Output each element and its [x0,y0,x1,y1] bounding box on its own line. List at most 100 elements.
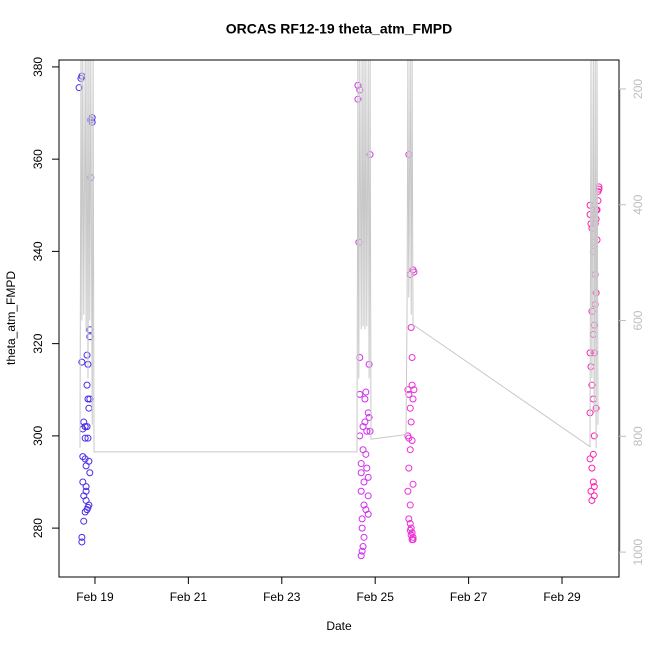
x-tick-label: Feb 23 [263,590,301,604]
y-tick-label: 380 [31,57,45,77]
data-point [357,552,365,560]
data-point [588,464,596,472]
data-point [406,520,414,528]
y-tick-label: 340 [31,241,45,261]
data-point [590,432,598,440]
chart-title: ORCAS RF12-19 theta_atm_FMPD [226,21,452,37]
data-point [358,524,366,532]
data-point [404,487,412,495]
data-point [365,413,373,421]
y2-tick-label: 800 [631,426,645,446]
data-point [79,478,87,486]
data-point [82,483,90,491]
data-point [408,436,416,444]
data-point [406,446,414,454]
x-tick-label: Feb 29 [543,590,581,604]
y-tick-label: 280 [31,518,45,538]
data-point [407,531,415,539]
data-point [592,215,600,223]
data-point [405,464,413,472]
data-point [359,423,367,431]
data-point [408,353,416,361]
data-point [409,395,417,403]
data-point [366,427,374,435]
y2-tick-label: 200 [631,79,645,99]
data-point [358,515,366,523]
plot-frame [58,59,620,578]
y2-tick-label: 400 [631,194,645,214]
data-point [364,473,372,481]
data-point [84,434,92,442]
data-point [86,469,94,477]
data-point [360,478,368,486]
data-point [361,418,369,426]
data-point [362,388,370,396]
y-tick-label: 320 [31,333,45,353]
data-point [586,455,594,463]
y-tick-label: 360 [31,149,45,169]
data-point [83,351,91,359]
y-axis-label: theta_atm_FMPD [4,271,18,365]
data-point [79,453,87,461]
x-tick-label: Feb 27 [450,590,488,604]
data-point [406,526,414,534]
data-point [410,386,418,394]
data-point [356,390,364,398]
data-point [590,483,598,491]
data-point [588,496,596,504]
data-point [587,487,595,495]
x-tick-label: Feb 19 [76,590,114,604]
data-point [408,381,416,389]
data-point [75,84,83,92]
data-point [362,450,370,458]
data-point [407,323,415,331]
data-point [362,506,370,514]
data-point [588,381,596,389]
data-point [406,501,414,509]
data-point [364,492,372,500]
data-point [589,478,597,486]
data-point [359,543,367,551]
data-point [81,423,89,431]
data-point [356,432,364,440]
data-point [409,536,417,544]
data-point [80,418,88,426]
data-point [83,423,91,431]
data-point [405,515,413,523]
data-point [86,395,94,403]
data-point [360,533,368,541]
y2-tick-label: 600 [631,310,645,330]
data-point [361,395,369,403]
data-point [84,503,92,511]
plot-area [75,60,603,560]
data-point [85,404,93,412]
data-point [82,487,90,495]
data-point [81,434,89,442]
data-point [85,457,93,465]
data-point [360,501,368,509]
data-point [357,469,365,477]
x-tick-label: Feb 21 [170,590,208,604]
data-point [363,464,371,472]
data-point [78,538,86,546]
data-point [80,517,88,525]
pressure-line [79,60,599,453]
data-point [357,460,365,468]
data-point [78,533,86,541]
data-point [84,395,92,403]
data-point [409,480,417,488]
data-point [363,427,371,435]
y-tick-label: 300 [31,426,45,446]
data-point [358,547,366,555]
x-axis-label: Date [326,619,352,633]
data-point [357,487,365,495]
data-point [407,418,415,426]
data-point [406,404,414,412]
data-point [81,455,89,463]
data-point [405,390,413,398]
data-point [586,201,594,209]
data-point [83,381,91,389]
data-point [589,395,597,403]
data-point [587,363,595,371]
